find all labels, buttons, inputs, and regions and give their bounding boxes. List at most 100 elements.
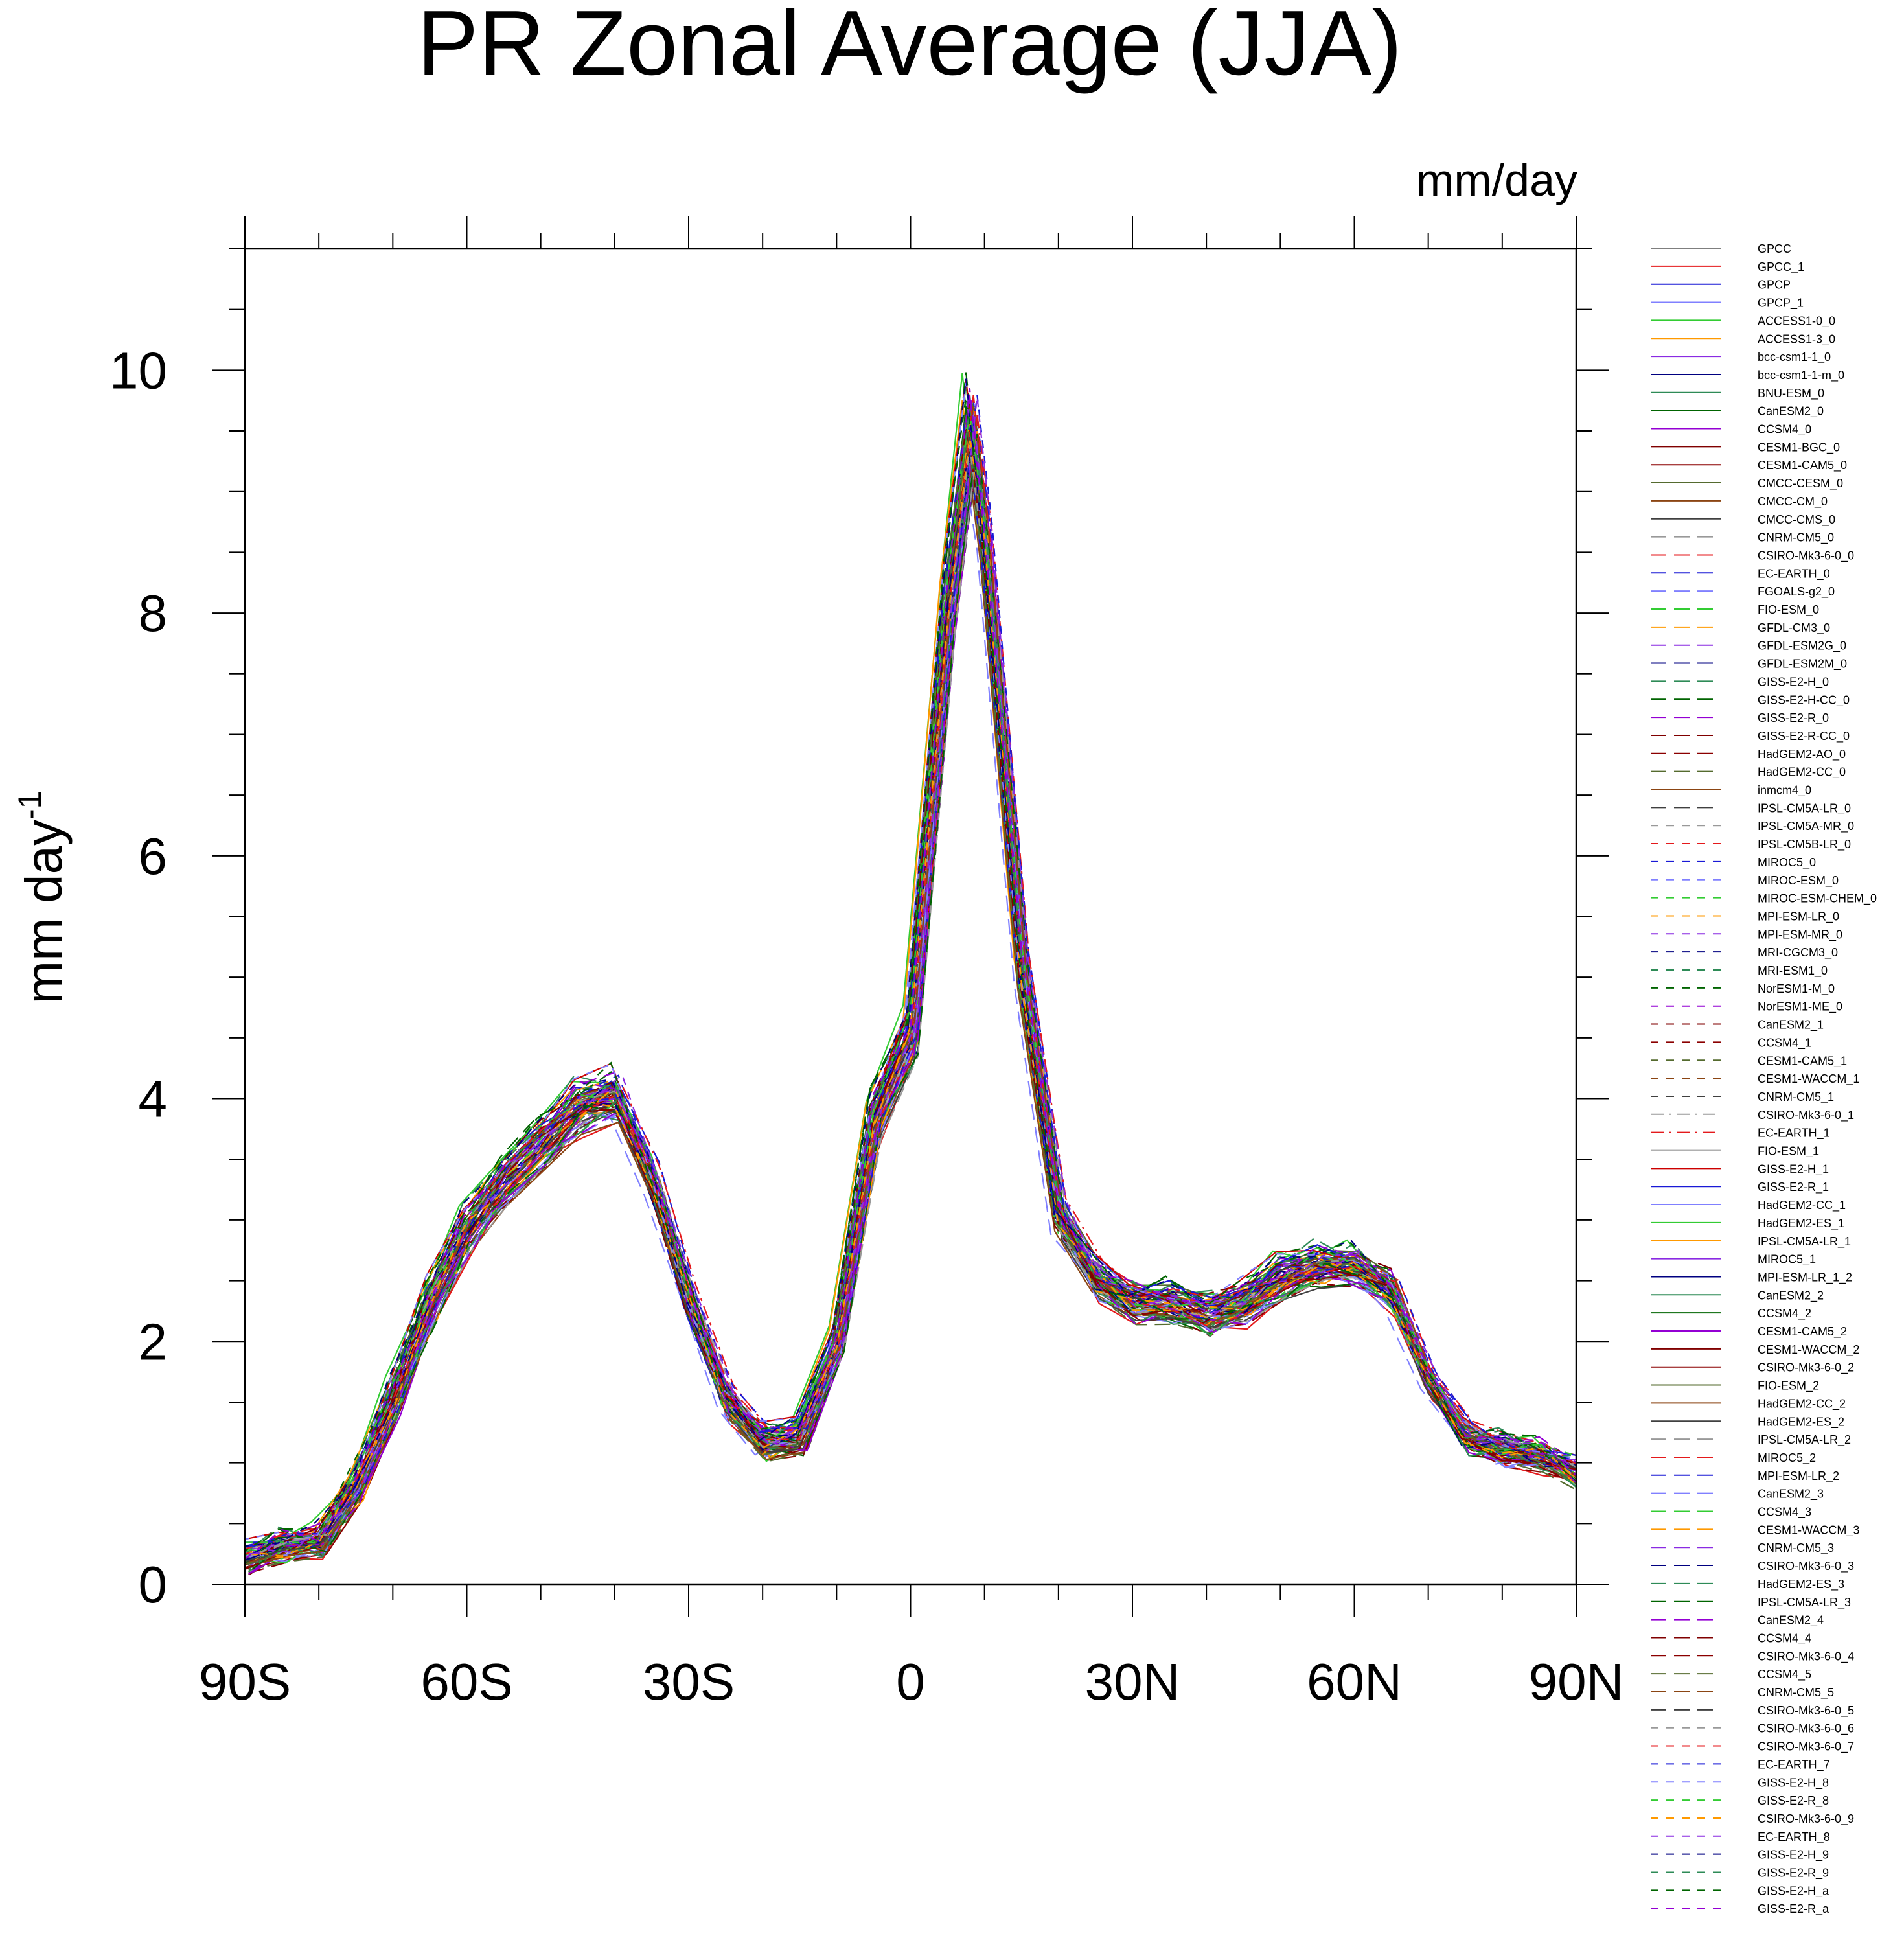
legend-label-MPI-ESM-LR_1_2: MPI-ESM-LR_1_2 <box>1758 1271 1852 1284</box>
legend-label-FIO-ESM_0: FIO-ESM_0 <box>1758 603 1819 617</box>
legend-label-CSIRO-Mk3-6-0_6: CSIRO-Mk3-6-0_6 <box>1758 1722 1854 1736</box>
series-line-CCSM4_4 <box>245 425 1573 1566</box>
legend-label-GFDL-ESM2M_0: GFDL-ESM2M_0 <box>1758 658 1847 671</box>
chart-title: PR Zonal Average (JJA) <box>417 0 1403 95</box>
series-layer <box>245 372 1576 1576</box>
legend-label-HadGEM2-AO_0: HadGEM2-AO_0 <box>1758 748 1846 761</box>
series-line-CCSM4_1 <box>245 433 1573 1566</box>
legend-label-CCSM4_3: CCSM4_3 <box>1758 1506 1811 1519</box>
legend-label-CCSM4_4: CCSM4_4 <box>1758 1632 1811 1645</box>
legend-label-CNRM-CM5_3: CNRM-CM5_3 <box>1758 1541 1834 1555</box>
legend-label-MIROC5_0: MIROC5_0 <box>1758 856 1816 870</box>
legend-label-MIROC5_1: MIROC5_1 <box>1758 1253 1816 1267</box>
legend-label-CanESM2_3: CanESM2_3 <box>1758 1488 1824 1501</box>
legend-label-GISS-E2-R_1: GISS-E2-R_1 <box>1758 1181 1829 1194</box>
y-axis-label-text: mm day <box>15 820 73 1004</box>
legend-label-ACCESS1-3_0: ACCESS1-3_0 <box>1758 332 1835 346</box>
legend-label-FIO-ESM_2: FIO-ESM_2 <box>1758 1379 1819 1393</box>
legend-label-HadGEM2-ES_1: HadGEM2-ES_1 <box>1758 1217 1844 1230</box>
legend-label-CCSM4_5: CCSM4_5 <box>1758 1668 1811 1681</box>
legend-label-HadGEM2-CC_2: HadGEM2-CC_2 <box>1758 1397 1846 1411</box>
legend-label-GISS-E2-R_a: GISS-E2-R_a <box>1758 1902 1829 1916</box>
legend-label-GISS-E2-H_8: GISS-E2-H_8 <box>1758 1776 1829 1790</box>
legend-label-EC-EARTH_0: EC-EARTH_0 <box>1758 567 1830 581</box>
series-line-CSIRO-Mk3-6-0_9 <box>245 437 1576 1557</box>
legend-label-MPI-ESM-LR_2: MPI-ESM-LR_2 <box>1758 1470 1839 1483</box>
legend-label-CMCC-CM_0: CMCC-CM_0 <box>1758 495 1828 509</box>
legend-label-CESM1-CAM5_0: CESM1-CAM5_0 <box>1758 459 1847 472</box>
x-tick-label: 30N <box>1085 1653 1180 1711</box>
series-line-CanESM2_4 <box>248 440 1576 1575</box>
legend-label-CanESM2_2: CanESM2_2 <box>1758 1289 1824 1302</box>
legend-label-EC-EARTH_8: EC-EARTH_8 <box>1758 1830 1830 1844</box>
legend-label-CSIRO-Mk3-6-0_2: CSIRO-Mk3-6-0_2 <box>1758 1361 1854 1375</box>
legend-label-MPI-ESM-MR_0: MPI-ESM-MR_0 <box>1758 928 1842 941</box>
series-line-GISS-E2-R_9 <box>245 408 1576 1554</box>
series-line-GISS-E2-R_8 <box>245 411 1576 1543</box>
series-line-GISS-E2-R_a <box>245 387 1576 1560</box>
legend-label-CanESM2_4: CanESM2_4 <box>1758 1614 1824 1628</box>
legend-label-MRI-ESM1_0: MRI-ESM1_0 <box>1758 964 1828 978</box>
tick-labels: 90S 60S 30S 0 30N 60N 90N 0 2 4 6 8 10 <box>109 341 1623 1711</box>
legend-label-CNRM-CM5_0: CNRM-CM5_0 <box>1758 531 1834 545</box>
legend-label-GISS-E2-H_a: GISS-E2-H_a <box>1758 1884 1829 1898</box>
legend-label-GISS-E2-H-CC_0: GISS-E2-H-CC_0 <box>1758 693 1850 707</box>
legend-label-GISS-E2-R_9: GISS-E2-R_9 <box>1758 1867 1829 1880</box>
legend-label-MRI-CGCM3_0: MRI-CGCM3_0 <box>1758 946 1838 960</box>
series-line-CCSM4_3 <box>245 427 1573 1554</box>
legend-label-GFDL-CM3_0: GFDL-CM3_0 <box>1758 621 1830 635</box>
legend-label-CESM1-WACCM_2: CESM1-WACCM_2 <box>1758 1343 1859 1357</box>
legend-label-GISS-E2-H_1: GISS-E2-H_1 <box>1758 1162 1829 1176</box>
legend-label-GPCP: GPCP <box>1758 279 1791 292</box>
series-line-CSIRO-Mk3-6-0_4 <box>245 444 1576 1570</box>
legend-label-FGOALS-g2_0: FGOALS-g2_0 <box>1758 585 1835 599</box>
legend-label-CSIRO-Mk3-6-0_9: CSIRO-Mk3-6-0_9 <box>1758 1812 1854 1826</box>
legend: GPCC GPCC_1 GPCP GPCP_1 ACCESS1-0_0 ACCESS1-3… <box>1651 242 1877 1916</box>
series-line-GISS-E2-H_9 <box>245 378 1573 1547</box>
legend-label-CCSM4_1: CCSM4_1 <box>1758 1036 1811 1050</box>
legend-label-GISS-E2-H_9: GISS-E2-H_9 <box>1758 1849 1829 1862</box>
legend-label-IPSL-CM5A-LR_1: IPSL-CM5A-LR_1 <box>1758 1235 1851 1249</box>
x-tick-label: 60N <box>1307 1653 1402 1711</box>
legend-label-MIROC-ESM-CHEM_0: MIROC-ESM-CHEM_0 <box>1758 892 1877 906</box>
y-tick-label: 8 <box>139 584 168 642</box>
y-axis-label: mm day-1 <box>12 791 73 1004</box>
legend-label-GFDL-ESM2G_0: GFDL-ESM2G_0 <box>1758 640 1846 653</box>
legend-label-CESM1-WACCM_3: CESM1-WACCM_3 <box>1758 1523 1859 1537</box>
legend-label-HadGEM2-CC_0: HadGEM2-CC_0 <box>1758 766 1846 779</box>
legend-label-CSIRO-Mk3-6-0_0: CSIRO-Mk3-6-0_0 <box>1758 549 1854 562</box>
legend-label-NorESM1-M_0: NorESM1-M_0 <box>1758 982 1835 996</box>
legend-label-IPSL-CM5B-LR_0: IPSL-CM5B-LR_0 <box>1758 838 1851 851</box>
y-tick-label: 4 <box>139 1070 168 1128</box>
legend-label-CNRM-CM5_5: CNRM-CM5_5 <box>1758 1686 1834 1700</box>
legend-label-CCSM4_0: CCSM4_0 <box>1758 423 1811 437</box>
legend-label-GPCC_1: GPCC_1 <box>1758 260 1804 274</box>
legend-label-BNU-ESM_0: BNU-ESM_0 <box>1758 387 1824 400</box>
legend-label-CanESM2_0: CanESM2_0 <box>1758 405 1824 419</box>
legend-label-IPSL-CM5A-MR_0: IPSL-CM5A-MR_0 <box>1758 820 1854 833</box>
legend-label-EC-EARTH_7: EC-EARTH_7 <box>1758 1758 1830 1771</box>
legend-label-IPSL-CM5A-LR_0: IPSL-CM5A-LR_0 <box>1758 802 1851 815</box>
x-tick-label: 60S <box>420 1653 512 1711</box>
legend-label-CNRM-CM5_1: CNRM-CM5_1 <box>1758 1090 1834 1104</box>
legend-label-MPI-ESM-LR_0: MPI-ESM-LR_0 <box>1758 910 1839 923</box>
x-tick-label: 30S <box>643 1653 735 1711</box>
legend-label-CSIRO-Mk3-6-0_1: CSIRO-Mk3-6-0_1 <box>1758 1109 1854 1122</box>
units-label: mm/day <box>1416 155 1577 205</box>
legend-label-CanESM2_1: CanESM2_1 <box>1758 1019 1824 1032</box>
legend-label-GPCP_1: GPCP_1 <box>1758 297 1804 310</box>
legend-label-bcc-csm1-1_0: bcc-csm1-1_0 <box>1758 351 1831 364</box>
legend-label-CCSM4_2: CCSM4_2 <box>1758 1307 1811 1321</box>
legend-label-ACCESS1-0_0: ACCESS1-0_0 <box>1758 314 1835 328</box>
series-line-CSIRO-Mk3-6-0_3 <box>245 440 1576 1562</box>
series-line-HadGEM2-CC_1 <box>248 462 1576 1562</box>
y-axis-label-superscript: -1 <box>12 791 48 820</box>
series-line-CCSM4_5 <box>245 416 1573 1565</box>
legend-label-GISS-E2-R_8: GISS-E2-R_8 <box>1758 1794 1829 1808</box>
legend-label-MIROC5_2: MIROC5_2 <box>1758 1451 1816 1465</box>
y-tick-label: 10 <box>109 341 167 399</box>
legend-label-GISS-E2-R-CC_0: GISS-E2-R-CC_0 <box>1758 730 1850 743</box>
legend-label-CSIRO-Mk3-6-0_7: CSIRO-Mk3-6-0_7 <box>1758 1740 1854 1754</box>
svg-text:mm day-1: mm day-1 <box>12 791 73 1004</box>
